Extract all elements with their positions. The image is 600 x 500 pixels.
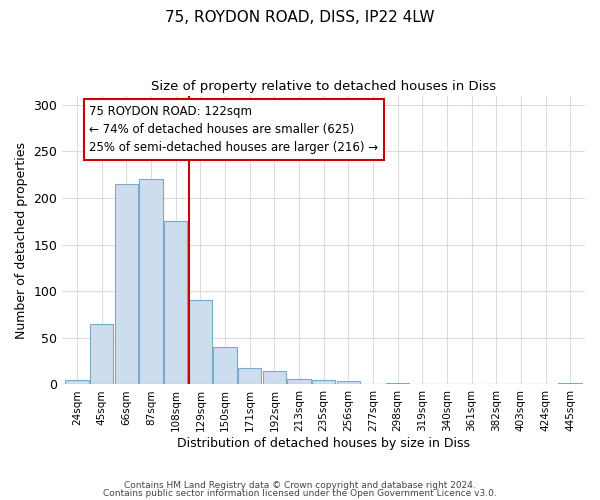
Text: 75 ROYDON ROAD: 122sqm
← 74% of detached houses are smaller (625)
25% of semi-de: 75 ROYDON ROAD: 122sqm ← 74% of detached… — [89, 105, 379, 154]
Text: Contains HM Land Registry data © Crown copyright and database right 2024.: Contains HM Land Registry data © Crown c… — [124, 481, 476, 490]
Bar — [139, 180, 163, 384]
Bar — [90, 324, 113, 384]
Text: Contains public sector information licensed under the Open Government Licence v3: Contains public sector information licen… — [103, 488, 497, 498]
Title: Size of property relative to detached houses in Diss: Size of property relative to detached ho… — [151, 80, 496, 93]
Bar — [287, 379, 311, 384]
Bar — [115, 184, 138, 384]
Bar — [263, 372, 286, 384]
Bar — [164, 222, 187, 384]
Bar — [312, 380, 335, 384]
Bar — [559, 382, 582, 384]
Bar — [337, 380, 360, 384]
X-axis label: Distribution of detached houses by size in Diss: Distribution of detached houses by size … — [177, 437, 470, 450]
Bar — [214, 347, 237, 385]
Text: 75, ROYDON ROAD, DISS, IP22 4LW: 75, ROYDON ROAD, DISS, IP22 4LW — [165, 10, 435, 25]
Bar — [386, 382, 409, 384]
Bar — [188, 300, 212, 384]
Bar — [65, 380, 89, 384]
Y-axis label: Number of detached properties: Number of detached properties — [15, 142, 28, 338]
Bar — [238, 368, 262, 384]
